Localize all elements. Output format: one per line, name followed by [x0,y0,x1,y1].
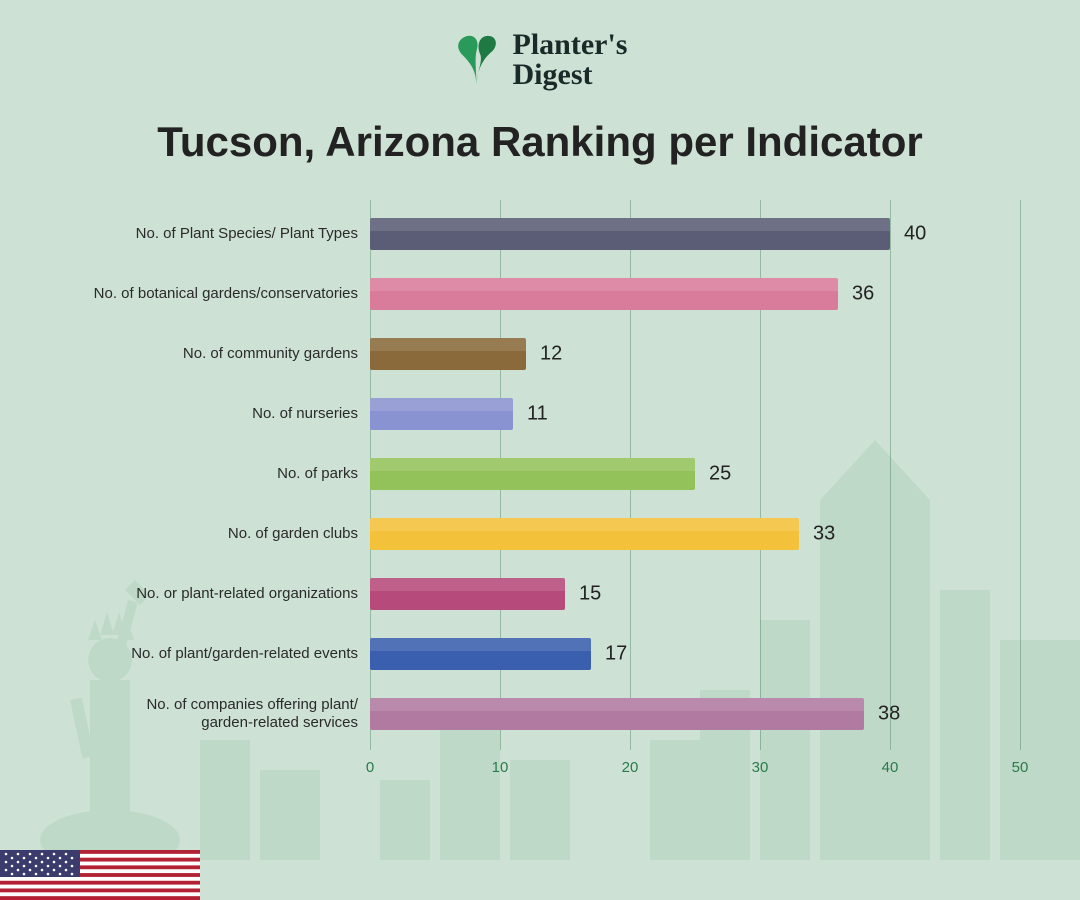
bar-value: 17 [605,643,627,666]
bar-label: No. of companies offering plant/garden-r… [80,696,370,732]
bar [370,398,513,430]
bar-label: No. or plant-related organizations [80,585,370,603]
bar [370,278,838,310]
bar [370,578,565,610]
bar [370,218,890,250]
bar-row: No. of nurseries 11 [80,394,1020,434]
logo: Planter's Digest [453,30,628,90]
bar-value: 25 [709,463,731,486]
bar-area: 12 [370,334,1020,374]
bar-value: 33 [813,523,835,546]
bar-row: No. of Plant Species/ Plant Types 40 [80,214,1020,254]
bar-label: No. of nurseries [80,405,370,423]
x-tick-label: 10 [492,759,509,776]
bar-row: No. or plant-related organizations 15 [80,574,1020,614]
bar-value: 11 [527,403,548,426]
bar-label: No. of community gardens [80,345,370,363]
bar-area: 38 [370,694,1020,734]
x-tick-label: 40 [882,759,899,776]
bar-value: 38 [878,703,900,726]
bar-label: No. of garden clubs [80,525,370,543]
bar-value: 40 [904,223,926,246]
bar-label: No. of parks [80,465,370,483]
bar-row: No. of garden clubs 33 [80,514,1020,554]
bar-area: 15 [370,574,1020,614]
x-tick-label: 20 [622,759,639,776]
bar-area: 33 [370,514,1020,554]
bar-row: No. of community gardens 12 [80,334,1020,374]
bar-label: No. of plant/garden-related events [80,645,370,663]
bar-row: No. of plant/garden-related events 17 [80,634,1020,674]
bar-area: 40 [370,214,1020,254]
bar-area: 11 [370,394,1020,434]
leaf-icon [453,33,501,87]
logo-text: Planter's Digest [513,30,628,90]
logo-line2: Digest [513,60,628,90]
us-flag-icon [0,850,200,900]
chart: 01020304050 No. of Plant Species/ Plant … [80,200,1020,790]
x-tick-label: 30 [752,759,769,776]
bar-value: 36 [852,283,874,306]
logo-line1: Planter's [513,30,628,60]
x-tick-label: 50 [1012,759,1029,776]
chart-title: Tucson, Arizona Ranking per Indicator [0,118,1080,166]
bar-value: 12 [540,343,562,366]
x-tick-label: 0 [366,759,374,776]
bar-area: 17 [370,634,1020,674]
bar-area: 25 [370,454,1020,494]
bar-label: No. of botanical gardens/conservatories [80,285,370,303]
bar-value: 15 [579,583,601,606]
bar-row: No. of parks 25 [80,454,1020,494]
bar [370,518,799,550]
bar [370,638,591,670]
bar-row: No. of companies offering plant/garden-r… [80,694,1020,734]
bar-row: No. of botanical gardens/conservatories 3… [80,274,1020,314]
bar-area: 36 [370,274,1020,314]
bar [370,338,526,370]
bar-label: No. of Plant Species/ Plant Types [80,225,370,243]
bar [370,458,695,490]
x-gridline [1020,200,1021,750]
bar [370,698,864,730]
